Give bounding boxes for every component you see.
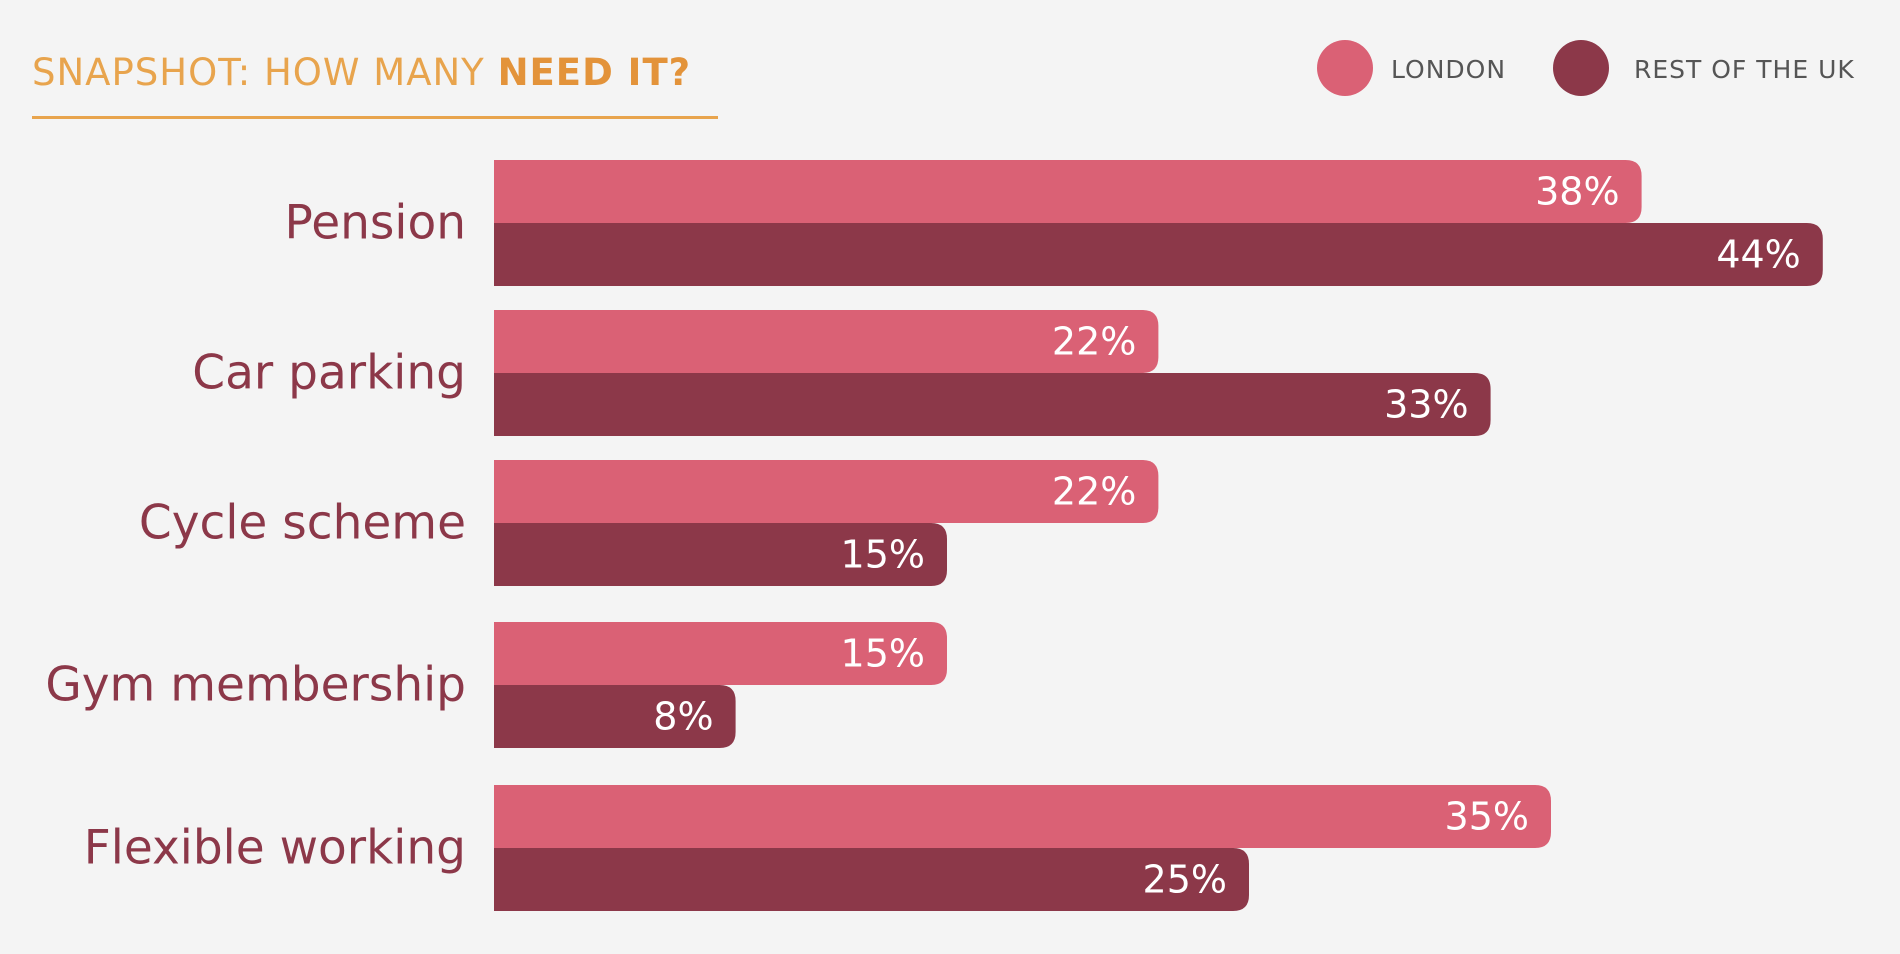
category-label-car-parking: Car parking [192,346,466,401]
legend-label-london: LONDON [1391,55,1507,84]
legend-swatch-london [1317,40,1373,96]
data-label-pension-london: 38% [1535,170,1619,214]
title-underline [32,116,718,119]
data-label-flexible-working-rest-of-the-uk: 25% [1143,858,1227,902]
bar-cycle-scheme-london [494,460,1159,523]
bar-gym-membership-london [494,622,947,685]
bar-pension-london [494,160,1642,223]
bar-flexible-working-london [494,785,1551,848]
bar-car-parking-rest-of-the-uk [494,373,1491,436]
bar-gym-membership-rest-of-the-uk [494,685,736,748]
legend-label-rest-of-uk: REST OF THE UK [1634,55,1855,84]
bar-pension-rest-of-the-uk [494,223,1823,286]
data-label-cycle-scheme-rest-of-the-uk: 15% [841,533,925,577]
chart-title: SNAPSHOT: HOW MANY NEED IT? [32,48,691,98]
category-label-gym-membership: Gym membership [45,658,466,713]
category-label-cycle-scheme: Cycle scheme [139,496,466,551]
data-label-pension-rest-of-the-uk: 44% [1716,233,1800,277]
data-label-car-parking-london: 22% [1052,320,1136,364]
bar-flexible-working-rest-of-the-uk [494,848,1249,911]
bar-car-parking-london [494,310,1159,373]
data-label-gym-membership-london: 15% [841,632,925,676]
chart-title-emphasis: NEED IT? [497,51,692,94]
data-label-car-parking-rest-of-the-uk: 33% [1384,383,1468,427]
bar-cycle-scheme-rest-of-the-uk [494,523,947,586]
data-label-gym-membership-rest-of-the-uk: 8% [653,695,713,739]
category-label-flexible-working: Flexible working [84,821,466,876]
legend-swatch-rest-of-uk [1553,40,1609,96]
chart-title-prefix: SNAPSHOT: HOW MANY [32,51,498,94]
data-label-cycle-scheme-london: 22% [1052,470,1136,514]
category-label-pension: Pension [285,196,466,251]
data-label-flexible-working-london: 35% [1445,795,1529,839]
